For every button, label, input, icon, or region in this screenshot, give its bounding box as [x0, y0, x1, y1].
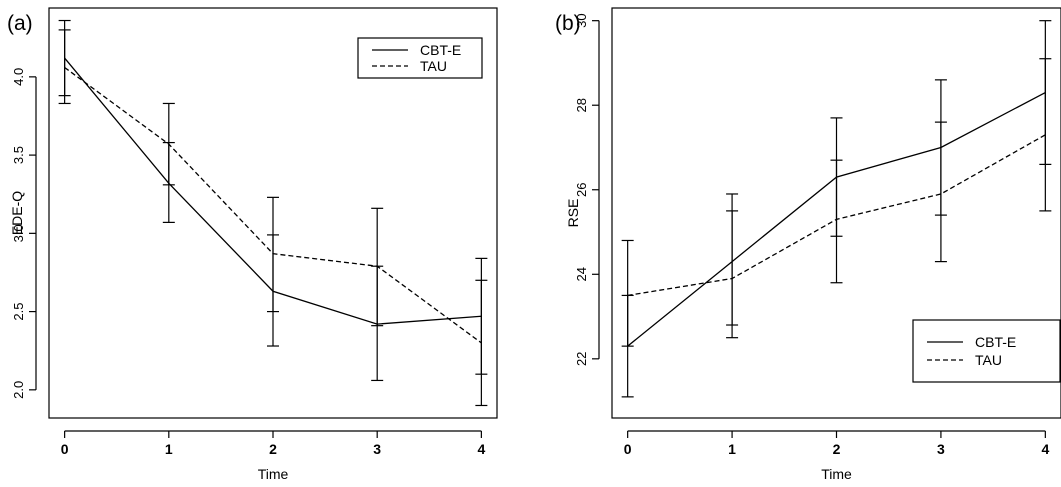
panel-1-series-tau-error-bar	[934, 121, 947, 263]
panel-0-legend-tau-label: TAU	[420, 58, 447, 74]
panel-1-y-tick-label: 22	[574, 352, 589, 366]
panel-0-x-tick-label: 0	[61, 441, 69, 457]
panel-0-y-tick-label: 3.5	[11, 146, 26, 164]
panel-0-legend-box	[357, 37, 483, 79]
panel-0-x-tick-label: 1	[165, 441, 173, 457]
panel-1-y-tick-label: 26	[574, 183, 589, 197]
panel-1-legend-box	[912, 319, 1061, 383]
panel-1-y-tick-label: 28	[574, 98, 589, 112]
panel-0-plot-frame	[48, 7, 498, 419]
panel-0-label: (a)	[7, 12, 33, 35]
panel-1-plot-frame	[611, 7, 1061, 419]
panel-0-y-axis-title: EDE-Q	[9, 191, 25, 235]
panel-0-y-tick-label: 2.0	[11, 381, 26, 399]
panel-1-legend: CBT-E TAU	[912, 319, 1061, 383]
panel-1-series-tau-error-bar	[726, 210, 739, 339]
panel-0-y-tick-label: 3.0	[11, 224, 26, 242]
panel-1-x-tick-label: 3	[937, 441, 945, 457]
panel-1-y-tick-label: 24	[574, 267, 589, 281]
panel-1-x-axis-title: Time	[821, 466, 852, 482]
panel-1-series-tau-error-bar	[621, 239, 634, 347]
panel-0-y-tick-label: 4.0	[11, 68, 26, 86]
panel-1-series-tau-error-bar	[830, 159, 843, 284]
panel-0-series-tau-error-bar	[58, 29, 71, 105]
panel-0-x-tick-label: 4	[477, 441, 485, 457]
panel-0-x-tick-label: 2	[269, 441, 277, 457]
panel-1-x-tick-label: 0	[624, 441, 632, 457]
panel-0-series-tau-error-bar	[267, 196, 279, 313]
panel-0-series-tau-error-bar	[371, 207, 384, 327]
panel-0-x-axis-title: Time	[258, 466, 289, 482]
panel-0-series-tau-error-bar	[162, 102, 175, 186]
panel-1-legend-tau-label: TAU	[975, 352, 1002, 368]
panel-1-x-tick-label: 4	[1041, 441, 1049, 457]
panel-1-x-tick-label: 2	[833, 441, 841, 457]
panel-1: (b) 0 1 2 3 4 Time 22 24 26 28 30 RSE CBT-E TAU	[555, 7, 1061, 482]
panel-1-series-tau-error-bar	[1039, 58, 1052, 212]
panel-0-y-tick-label: 2.5	[11, 303, 26, 321]
panel-0-x-tick-label: 3	[373, 441, 381, 457]
panel-1-x-tick-label: 1	[728, 441, 736, 457]
panel-1-label: (b)	[555, 12, 581, 35]
panel-1-legend-cbt-e-label: CBT-E	[975, 334, 1016, 350]
panel-1-y-axis-title: RSE	[565, 199, 581, 228]
panel-1-y-tick-label: 30	[574, 13, 589, 27]
panel-0-series-tau-error-bar	[475, 279, 488, 407]
panel-0-legend-cbt-e-label: CBT-E	[420, 42, 461, 58]
